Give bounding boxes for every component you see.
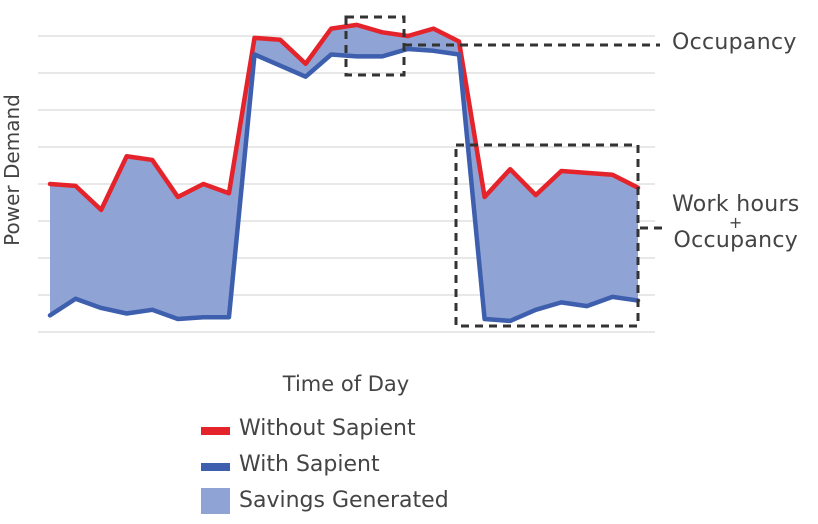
series-line-without-sapient [47, 22, 641, 213]
annotation-work-hours-line1: Work hours [672, 192, 800, 217]
annotation-work-hours-occupancy: Work hours + Occupancy [672, 192, 800, 254]
legend-label-savings-generated: Savings Generated [239, 488, 449, 513]
legend-swatch-savings-generated [201, 488, 230, 514]
annotation-work-hours-line2: Occupancy [673, 228, 799, 253]
y-axis-label: Power Demand [0, 94, 24, 246]
legend-label-with-sapient: With Sapient [239, 452, 380, 477]
x-axis-label: Time of Day [282, 372, 410, 396]
series-line-with-sapient [47, 46, 641, 324]
legend-label-without-sapient: Without Sapient [239, 416, 416, 441]
power-demand-chart [38, 15, 664, 333]
legend-swatch-without-sapient [201, 427, 230, 435]
work-hours-box [454, 143, 640, 328]
savings-area [50, 24, 638, 321]
legend-swatch-with-sapient [201, 463, 230, 471]
annotation-occupancy: Occupancy [672, 30, 797, 55]
annotation-plus: + [728, 213, 743, 232]
